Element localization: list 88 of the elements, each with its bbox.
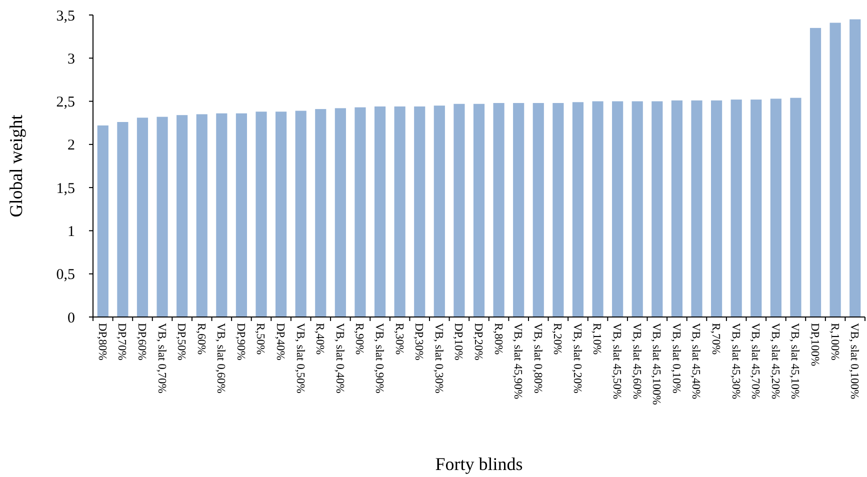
bar [276,112,287,317]
x-tick-label: VB, slat 45,40% [690,323,702,400]
bar [612,101,624,317]
bar [830,22,841,317]
x-tick-label: DP,20% [472,323,484,361]
bar [850,19,861,317]
y-tick-label: 2 [68,138,75,154]
x-tick-label: DP,50% [175,323,188,361]
bar [156,116,168,317]
x-tick-label: VB, slat 45,10% [788,323,801,400]
x-tick-label: R,40% [314,323,326,356]
x-tick-label: DP,40% [274,323,286,361]
bar [334,108,346,317]
bar [810,28,822,317]
bar [513,103,524,317]
x-tick-label: R,30% [392,323,405,356]
bar [117,122,128,317]
bar [97,125,108,317]
y-tick-label: 1,5 [56,180,75,197]
bar [632,101,643,317]
bar [552,103,564,317]
bar [394,106,406,317]
x-tick-label: R,70% [710,323,722,356]
x-tick-label: R,80% [492,323,504,356]
x-tick-label: VB, slat 0,90% [373,323,385,394]
x-tick-label: VB, slat 45,70% [749,323,762,400]
bar [136,118,148,317]
y-tick-label: 0,5 [56,267,75,284]
y-axis-title: Global weight [6,114,26,218]
bar [236,113,248,317]
x-tick-label: DP,70% [116,323,128,361]
bar [730,100,742,317]
bar [434,106,445,317]
x-tick-label: VB, slat 0,20% [570,323,583,394]
y-tick-label: 0 [68,310,75,326]
x-tick-label: DP,60% [135,323,148,361]
y-tick-label: 1 [68,224,75,240]
x-tick-label: VB, slat 45,20% [768,323,781,400]
x-tick-label: VB, slat 45,30% [729,323,742,400]
bar [374,106,386,317]
bar [750,100,762,317]
bar [790,98,802,317]
y-tick-label: 2,5 [56,94,75,111]
bar [176,115,188,317]
bar [710,100,722,317]
y-tick-label: 3,5 [56,8,75,24]
x-tick-label: VB, slat 45,90% [512,323,524,400]
x-tick-label: VB, slat 0,60% [214,323,227,394]
bar [473,104,485,317]
x-tick-label: DP,30% [412,323,425,361]
x-tick-label: R,90% [353,323,366,356]
x-tick-label: R,10% [590,323,603,356]
bar [671,100,682,317]
bar [652,101,663,317]
x-tick-label: VB, slat 0,70% [155,323,168,394]
bar [196,114,208,317]
bar [295,110,306,317]
bar [256,112,267,317]
bar [454,104,465,317]
x-tick-label: VB, slat 0,40% [333,323,346,394]
x-tick-label: VB, slat 0,30% [432,323,444,394]
x-tick-label: R,100% [828,323,840,361]
x-tick-label: VB, slat 0,100% [848,323,860,400]
x-tick-label: VB, slat 45,50% [610,323,623,400]
x-tick-label: VB, slat 0,50% [294,323,306,394]
bar [592,101,604,317]
bar [572,102,584,317]
x-tick-label: DP,80% [96,323,108,361]
x-tick-label: VB, slat 45,100% [650,323,662,406]
bar [770,98,782,317]
bar [354,107,366,317]
x-tick-label: DP,100% [808,323,820,367]
bar [216,113,228,317]
x-tick-label: DP,10% [452,323,464,361]
bar [493,103,504,317]
bar [414,106,426,317]
x-tick-label: VB, slat 0,10% [670,323,682,394]
x-tick-label: R,20% [551,323,564,356]
x-tick-label: R,60% [194,323,207,356]
y-tick-label: 3 [68,51,75,68]
x-axis-title: Forty blinds [435,454,523,474]
bar [532,103,544,317]
bar [691,100,702,317]
x-tick-label: VB, slat 0,80% [531,323,544,394]
bar [315,109,326,317]
x-tick-label: DP,90% [234,323,246,361]
x-tick-label: VB, slat 45,60% [630,323,642,400]
x-tick-label: R,50% [254,323,266,356]
